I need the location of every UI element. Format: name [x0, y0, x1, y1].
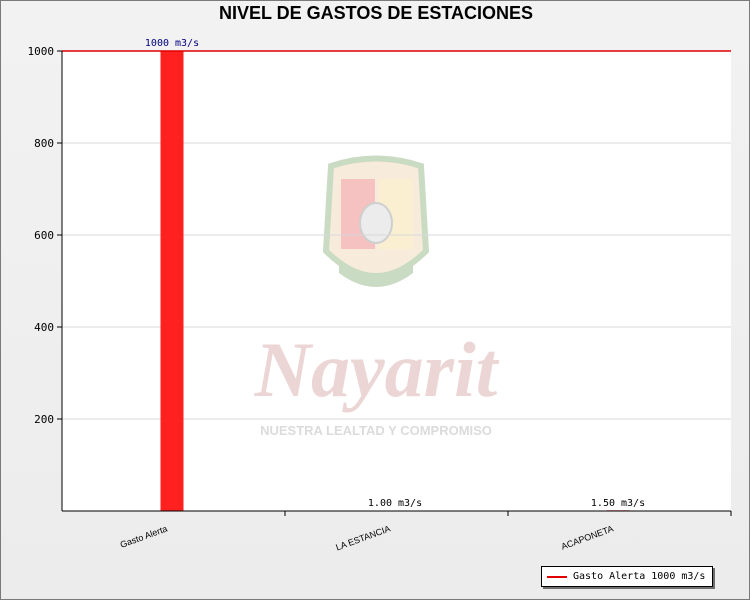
x-category-label-3: ACAPONETA — [560, 523, 615, 551]
chart-title: NIVEL DE GASTOS DE ESTACIONES — [218, 3, 534, 23]
y-tick-label: 400 — [34, 321, 54, 334]
y-tick-label: 1000 — [28, 45, 55, 58]
x-category-label-1: Gasto Alerta — [119, 523, 169, 549]
x-category-labels: Gasto Alerta LA ESTANCIA ACAPONETA — [119, 523, 615, 552]
legend-swatch — [547, 575, 567, 578]
y-tick-label: 800 — [34, 137, 54, 150]
y-tick-label: 600 — [34, 229, 54, 242]
axes — [57, 50, 732, 516]
data-label-3: 1.50 m3/s — [591, 498, 645, 509]
data-label-1: 1000 m3/s — [145, 38, 199, 49]
data-labels: 1000 m3/s 1.00 m3/s 1.50 m3/s — [145, 38, 645, 509]
legend: Gasto Alerta 1000 m3/s — [541, 566, 713, 587]
data-label-2: 1.00 m3/s — [368, 498, 422, 509]
bar-1 — [160, 51, 184, 511]
x-category-label-2: LA ESTANCIA — [334, 523, 391, 552]
y-tick-labels: 200 400 600 800 1000 — [28, 45, 55, 426]
legend-entry: Gasto Alerta 1000 m3/s — [573, 571, 706, 582]
y-tick-label: 200 — [34, 413, 54, 426]
